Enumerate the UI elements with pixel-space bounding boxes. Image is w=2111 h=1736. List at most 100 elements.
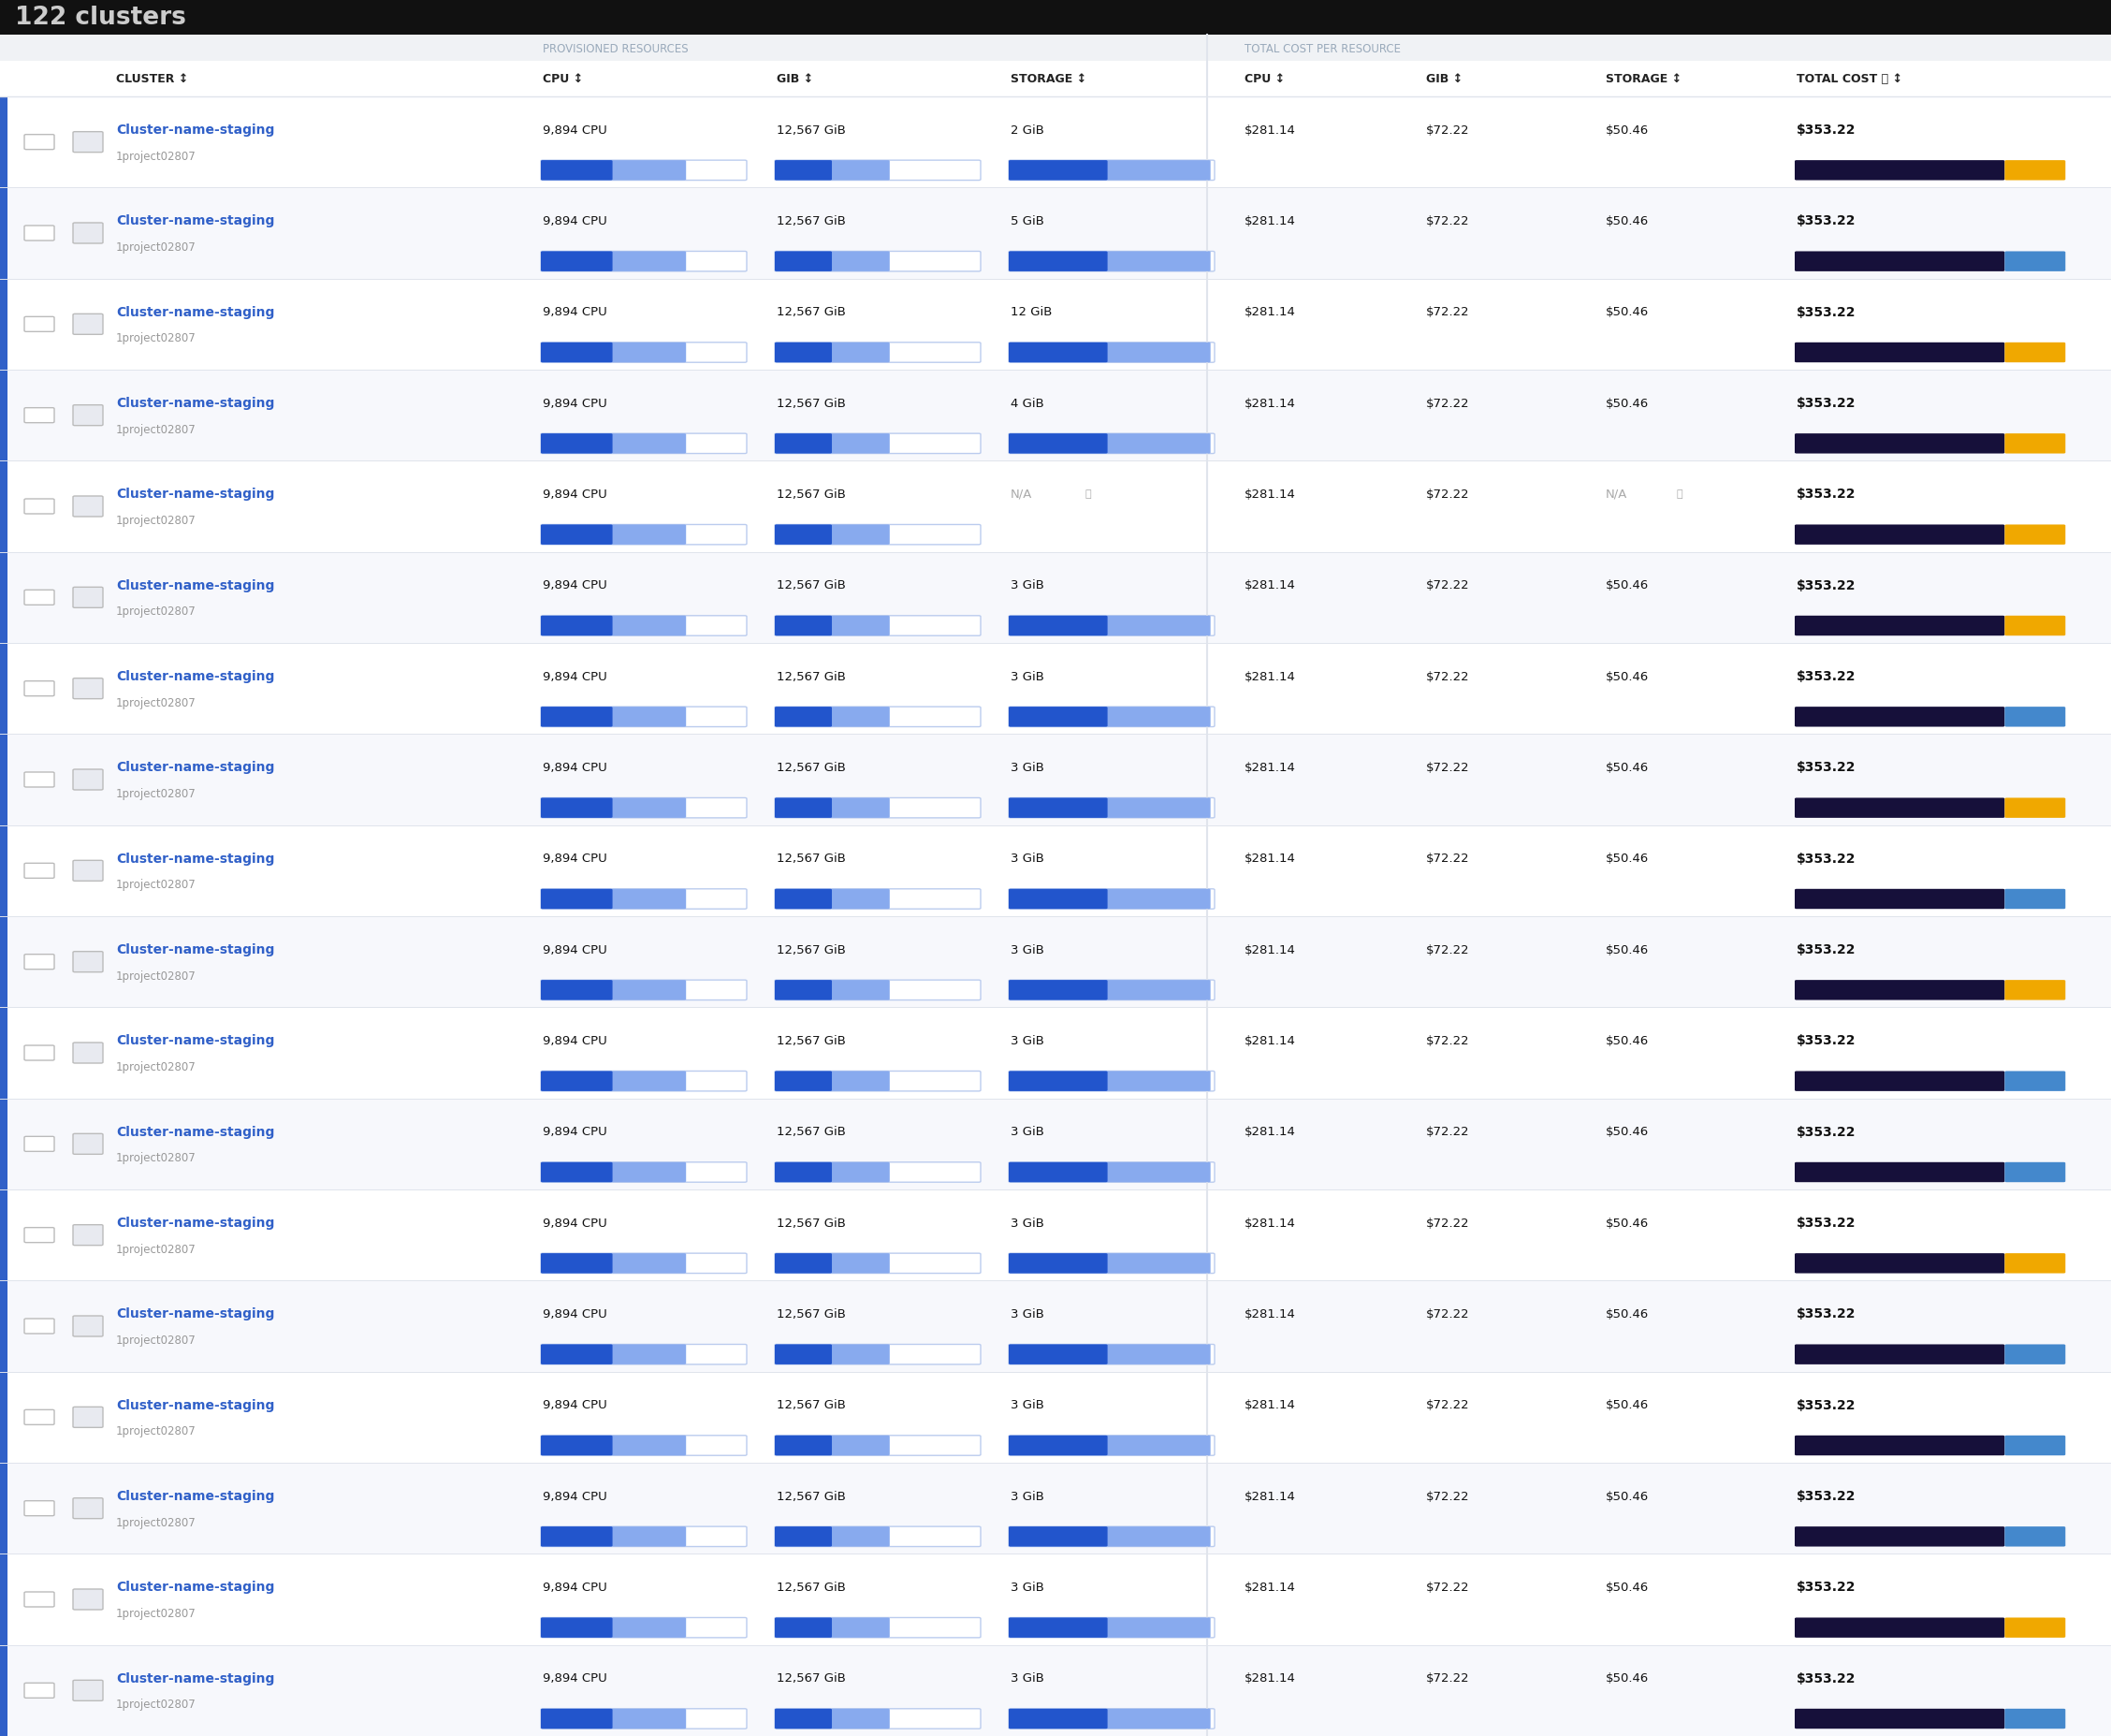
- Text: $72.22: $72.22: [1427, 398, 1469, 410]
- Text: 3 GiB: 3 GiB: [1011, 580, 1045, 592]
- Text: 12,567 GiB: 12,567 GiB: [777, 1125, 847, 1137]
- Text: 9,894 CPU: 9,894 CPU: [543, 670, 608, 682]
- FancyBboxPatch shape: [540, 1708, 686, 1729]
- Text: GIB ↕: GIB ↕: [777, 73, 813, 85]
- Text: 3 GiB: 3 GiB: [1011, 1035, 1045, 1047]
- Text: 3 GiB: 3 GiB: [1011, 1217, 1045, 1229]
- Text: 3 GiB: 3 GiB: [1011, 762, 1045, 774]
- FancyBboxPatch shape: [775, 1526, 889, 1547]
- FancyBboxPatch shape: [775, 344, 982, 363]
- Bar: [0, 1554, 2111, 1646]
- FancyBboxPatch shape: [775, 1708, 982, 1729]
- Text: 9,894 CPU: 9,894 CPU: [543, 943, 608, 955]
- Text: $50.46: $50.46: [1606, 1125, 1649, 1137]
- FancyBboxPatch shape: [25, 1592, 55, 1608]
- Text: $281.14: $281.14: [1245, 488, 1296, 500]
- FancyBboxPatch shape: [1009, 1618, 1210, 1637]
- FancyBboxPatch shape: [540, 1618, 747, 1637]
- Text: 12 GiB: 12 GiB: [1011, 306, 1051, 318]
- FancyBboxPatch shape: [25, 590, 55, 606]
- FancyBboxPatch shape: [775, 981, 889, 1000]
- FancyBboxPatch shape: [775, 616, 982, 635]
- Text: $281.14: $281.14: [1245, 580, 1296, 592]
- Text: 9,894 CPU: 9,894 CPU: [543, 1035, 608, 1047]
- FancyBboxPatch shape: [1009, 981, 1108, 1000]
- FancyBboxPatch shape: [74, 1498, 103, 1519]
- FancyBboxPatch shape: [1009, 981, 1210, 1000]
- FancyBboxPatch shape: [540, 434, 612, 455]
- FancyBboxPatch shape: [74, 496, 103, 517]
- FancyBboxPatch shape: [1794, 889, 2005, 910]
- Text: $281.14: $281.14: [1245, 1580, 1296, 1592]
- FancyBboxPatch shape: [1009, 1618, 1108, 1637]
- Text: $72.22: $72.22: [1427, 670, 1469, 682]
- FancyBboxPatch shape: [540, 1253, 747, 1274]
- FancyBboxPatch shape: [74, 224, 103, 245]
- Text: $281.14: $281.14: [1245, 1307, 1296, 1319]
- FancyBboxPatch shape: [1009, 799, 1214, 818]
- FancyBboxPatch shape: [540, 1526, 747, 1547]
- Text: $72.22: $72.22: [1427, 762, 1469, 774]
- FancyBboxPatch shape: [775, 1618, 832, 1637]
- FancyBboxPatch shape: [1009, 616, 1108, 635]
- Text: $281.14: $281.14: [1245, 306, 1296, 318]
- FancyBboxPatch shape: [540, 434, 686, 455]
- FancyBboxPatch shape: [540, 526, 612, 545]
- FancyBboxPatch shape: [1794, 1526, 2005, 1547]
- Text: Cluster-name-staging: Cluster-name-staging: [116, 488, 274, 500]
- Text: 1project02807: 1project02807: [116, 1425, 196, 1437]
- Text: $353.22: $353.22: [1796, 1215, 1856, 1229]
- Text: CLUSTER ↕: CLUSTER ↕: [116, 73, 188, 85]
- FancyBboxPatch shape: [540, 981, 612, 1000]
- Text: 3 GiB: 3 GiB: [1011, 1307, 1045, 1319]
- FancyBboxPatch shape: [1794, 981, 2005, 1000]
- FancyBboxPatch shape: [540, 981, 686, 1000]
- FancyBboxPatch shape: [540, 252, 747, 273]
- Bar: [0, 1371, 8, 1463]
- Text: 1project02807: 1project02807: [116, 1061, 196, 1073]
- Text: 1project02807: 1project02807: [116, 696, 196, 708]
- Bar: [0, 187, 2111, 279]
- FancyBboxPatch shape: [1009, 1163, 1210, 1182]
- FancyBboxPatch shape: [1009, 616, 1210, 635]
- FancyBboxPatch shape: [25, 1682, 55, 1698]
- FancyBboxPatch shape: [1009, 252, 1210, 273]
- FancyBboxPatch shape: [540, 981, 747, 1000]
- Text: $353.22: $353.22: [1796, 670, 1856, 682]
- Text: 1project02807: 1project02807: [116, 1333, 196, 1345]
- FancyBboxPatch shape: [1009, 1708, 1210, 1729]
- FancyBboxPatch shape: [2005, 252, 2065, 273]
- FancyBboxPatch shape: [540, 707, 686, 727]
- Text: Cluster-name-staging: Cluster-name-staging: [116, 578, 274, 592]
- FancyBboxPatch shape: [540, 1071, 612, 1092]
- FancyBboxPatch shape: [775, 889, 832, 910]
- FancyBboxPatch shape: [25, 773, 55, 788]
- Bar: [0, 552, 8, 644]
- FancyBboxPatch shape: [1009, 707, 1210, 727]
- FancyBboxPatch shape: [540, 161, 747, 181]
- FancyBboxPatch shape: [2005, 981, 2065, 1000]
- FancyBboxPatch shape: [1009, 707, 1214, 727]
- Text: 12,567 GiB: 12,567 GiB: [777, 670, 847, 682]
- FancyBboxPatch shape: [540, 1708, 612, 1729]
- Text: 9,894 CPU: 9,894 CPU: [543, 488, 608, 500]
- Bar: [0, 826, 2111, 917]
- FancyBboxPatch shape: [2005, 1618, 2065, 1637]
- Text: $72.22: $72.22: [1427, 1217, 1469, 1229]
- Text: N/A: N/A: [1011, 488, 1032, 500]
- Bar: [0, 1007, 8, 1099]
- Text: $353.22: $353.22: [1796, 1397, 1856, 1411]
- FancyBboxPatch shape: [1794, 161, 2005, 181]
- FancyBboxPatch shape: [540, 1071, 686, 1092]
- Bar: [0, 1099, 8, 1189]
- Text: 3 GiB: 3 GiB: [1011, 1399, 1045, 1411]
- FancyBboxPatch shape: [775, 1436, 832, 1455]
- FancyBboxPatch shape: [775, 344, 889, 363]
- Text: $50.46: $50.46: [1606, 306, 1649, 318]
- Text: Cluster-name-staging: Cluster-name-staging: [116, 1307, 274, 1319]
- Bar: [0, 462, 8, 552]
- Text: $281.14: $281.14: [1245, 123, 1296, 135]
- Text: Cluster-name-staging: Cluster-name-staging: [116, 1672, 274, 1684]
- Text: 3 GiB: 3 GiB: [1011, 943, 1045, 955]
- Text: Cluster-name-staging: Cluster-name-staging: [116, 123, 274, 137]
